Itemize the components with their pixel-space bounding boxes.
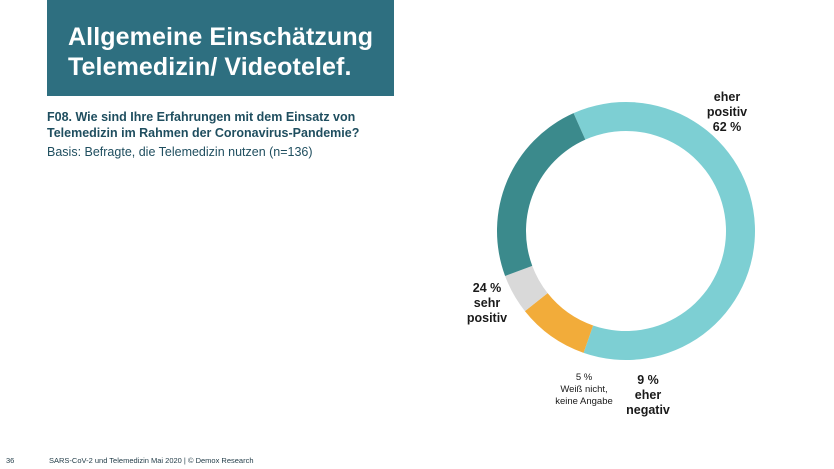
question-line-2: Telemedizin im Rahmen der Coronavirus-Pa… <box>47 126 360 140</box>
label-line: sehr <box>474 296 501 310</box>
sample-basis: Basis: Befragte, die Telemedizin nutzen … <box>47 145 313 159</box>
page-number: 36 <box>6 456 15 465</box>
title-line-1: Allgemeine Einschätzung <box>68 23 374 51</box>
label-line: 24 % <box>473 281 502 295</box>
donut-slice-weiss-nicht <box>505 265 548 312</box>
footer-source: SARS-CoV-2 und Telemedizin Mai 2020 | © … <box>49 456 254 465</box>
label-weiss-nicht: 5 % Weiß nicht, keine Angabe <box>555 372 613 407</box>
donut-chart <box>497 101 755 360</box>
label-line: keine Angabe <box>555 396 613 407</box>
label-line: 62 % <box>713 120 742 134</box>
label-line: positiv <box>707 105 747 119</box>
label-line: 9 % <box>637 373 659 387</box>
question-line-1: F08. Wie sind Ihre Erfahrungen mit dem E… <box>47 110 356 124</box>
label-line: positiv <box>467 311 507 325</box>
donut-slice-sehr-positiv <box>497 113 586 276</box>
label-eher-positiv: eher positiv 62 % <box>707 90 747 134</box>
label-line: 5 % <box>576 372 593 383</box>
label-sehr-positiv: 24 % sehr positiv <box>467 281 507 325</box>
title-box-background <box>47 0 394 96</box>
title-box: Allgemeine Einschätzung Telemedizin/ Vid… <box>47 0 394 96</box>
label-line: eher <box>635 388 662 402</box>
survey-question: F08. Wie sind Ihre Erfahrungen mit dem E… <box>47 109 407 141</box>
donut-slice-eher-positiv <box>573 101 755 360</box>
title-line-2: Telemedizin/ Videotelef. <box>68 53 352 81</box>
label-line: eher <box>714 90 741 104</box>
label-line: Weiß nicht, <box>560 384 607 395</box>
donut-slice-eher-negativ <box>524 293 594 353</box>
label-eher-negativ: 9 % eher negativ <box>626 373 670 417</box>
label-line: negativ <box>626 403 670 417</box>
